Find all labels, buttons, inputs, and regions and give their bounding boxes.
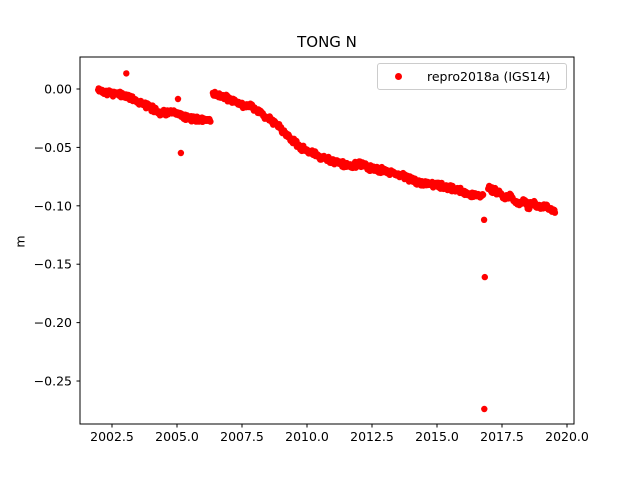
chart-title: TONG N [297,33,357,51]
scatter-series-repro2018a [95,70,559,413]
axes-frame [79,56,575,425]
x-tick-label: 2010.0 [285,429,329,444]
legend: repro2018a (IGS14) [377,63,567,90]
x-tick-label: 2002.5 [90,429,134,444]
legend-entry-label: repro2018a (IGS14) [427,69,551,84]
x-tick-label: 2015.0 [415,429,459,444]
x-tick-label: 2007.5 [220,429,264,444]
legend-dot-marker-icon [395,73,402,80]
y-tick-label: 0.00 [44,82,72,97]
y-tick-label: −0.20 [34,315,72,330]
x-tick-label: 2005.0 [155,429,199,444]
y-tick-label: −0.10 [34,198,72,213]
y-tick-label: −0.05 [34,140,72,155]
x-tick-label: 2020.0 [545,429,589,444]
x-tick-label: 2012.5 [350,429,394,444]
x-tick-label: 2017.5 [480,429,524,444]
y-tick-label: −0.15 [34,257,72,272]
y-tick-label: −0.25 [34,374,72,389]
